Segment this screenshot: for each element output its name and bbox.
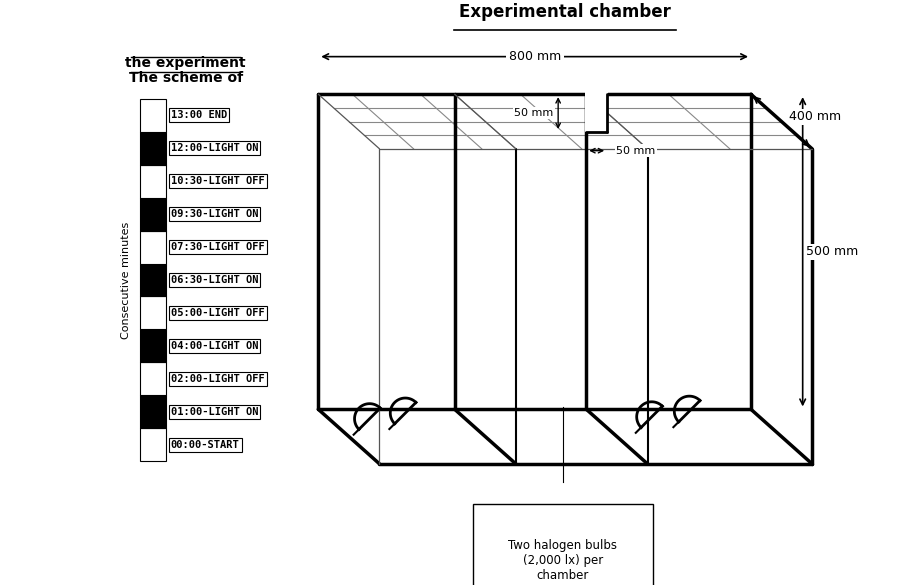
Text: The scheme of: The scheme of: [129, 71, 243, 85]
Text: the experiment: the experiment: [125, 56, 246, 70]
Bar: [140, 230, 166, 263]
Text: 02:00-LIGHT OFF: 02:00-LIGHT OFF: [171, 374, 265, 384]
Text: 01:00-LIGHT ON: 01:00-LIGHT ON: [171, 407, 258, 417]
Text: 50 mm: 50 mm: [616, 146, 656, 156]
Bar: [140, 297, 166, 329]
Text: 400 mm: 400 mm: [789, 111, 842, 123]
Bar: [140, 99, 166, 132]
Bar: [585, 92, 608, 132]
Text: 04:00-LIGHT ON: 04:00-LIGHT ON: [171, 341, 258, 351]
Text: Two halogen bulbs
(2,000 lx) per
chamber: Two halogen bulbs (2,000 lx) per chamber: [508, 539, 617, 582]
Text: 800 mm: 800 mm: [508, 50, 561, 63]
Bar: [140, 428, 166, 461]
Bar: [140, 198, 166, 230]
Text: 10:30-LIGHT OFF: 10:30-LIGHT OFF: [171, 176, 265, 186]
Text: Consecutive minutes: Consecutive minutes: [122, 221, 131, 339]
Text: 06:30-LIGHT ON: 06:30-LIGHT ON: [171, 275, 258, 285]
Text: 00:00-START: 00:00-START: [171, 439, 239, 450]
Bar: [140, 329, 166, 362]
Text: 05:00-LIGHT OFF: 05:00-LIGHT OFF: [171, 308, 265, 318]
Text: 07:30-LIGHT OFF: 07:30-LIGHT OFF: [171, 242, 265, 252]
Bar: [140, 362, 166, 395]
Text: 09:30-LIGHT ON: 09:30-LIGHT ON: [171, 209, 258, 219]
Bar: [140, 395, 166, 428]
Bar: [140, 165, 166, 198]
Text: 13:00 END: 13:00 END: [171, 111, 227, 121]
Text: 12:00-LIGHT ON: 12:00-LIGHT ON: [171, 143, 258, 153]
Text: Experimental chamber: Experimental chamber: [459, 3, 670, 21]
Bar: [140, 263, 166, 297]
Text: 50 mm: 50 mm: [514, 108, 554, 118]
Text: 500 mm: 500 mm: [806, 245, 859, 259]
Bar: [140, 132, 166, 165]
